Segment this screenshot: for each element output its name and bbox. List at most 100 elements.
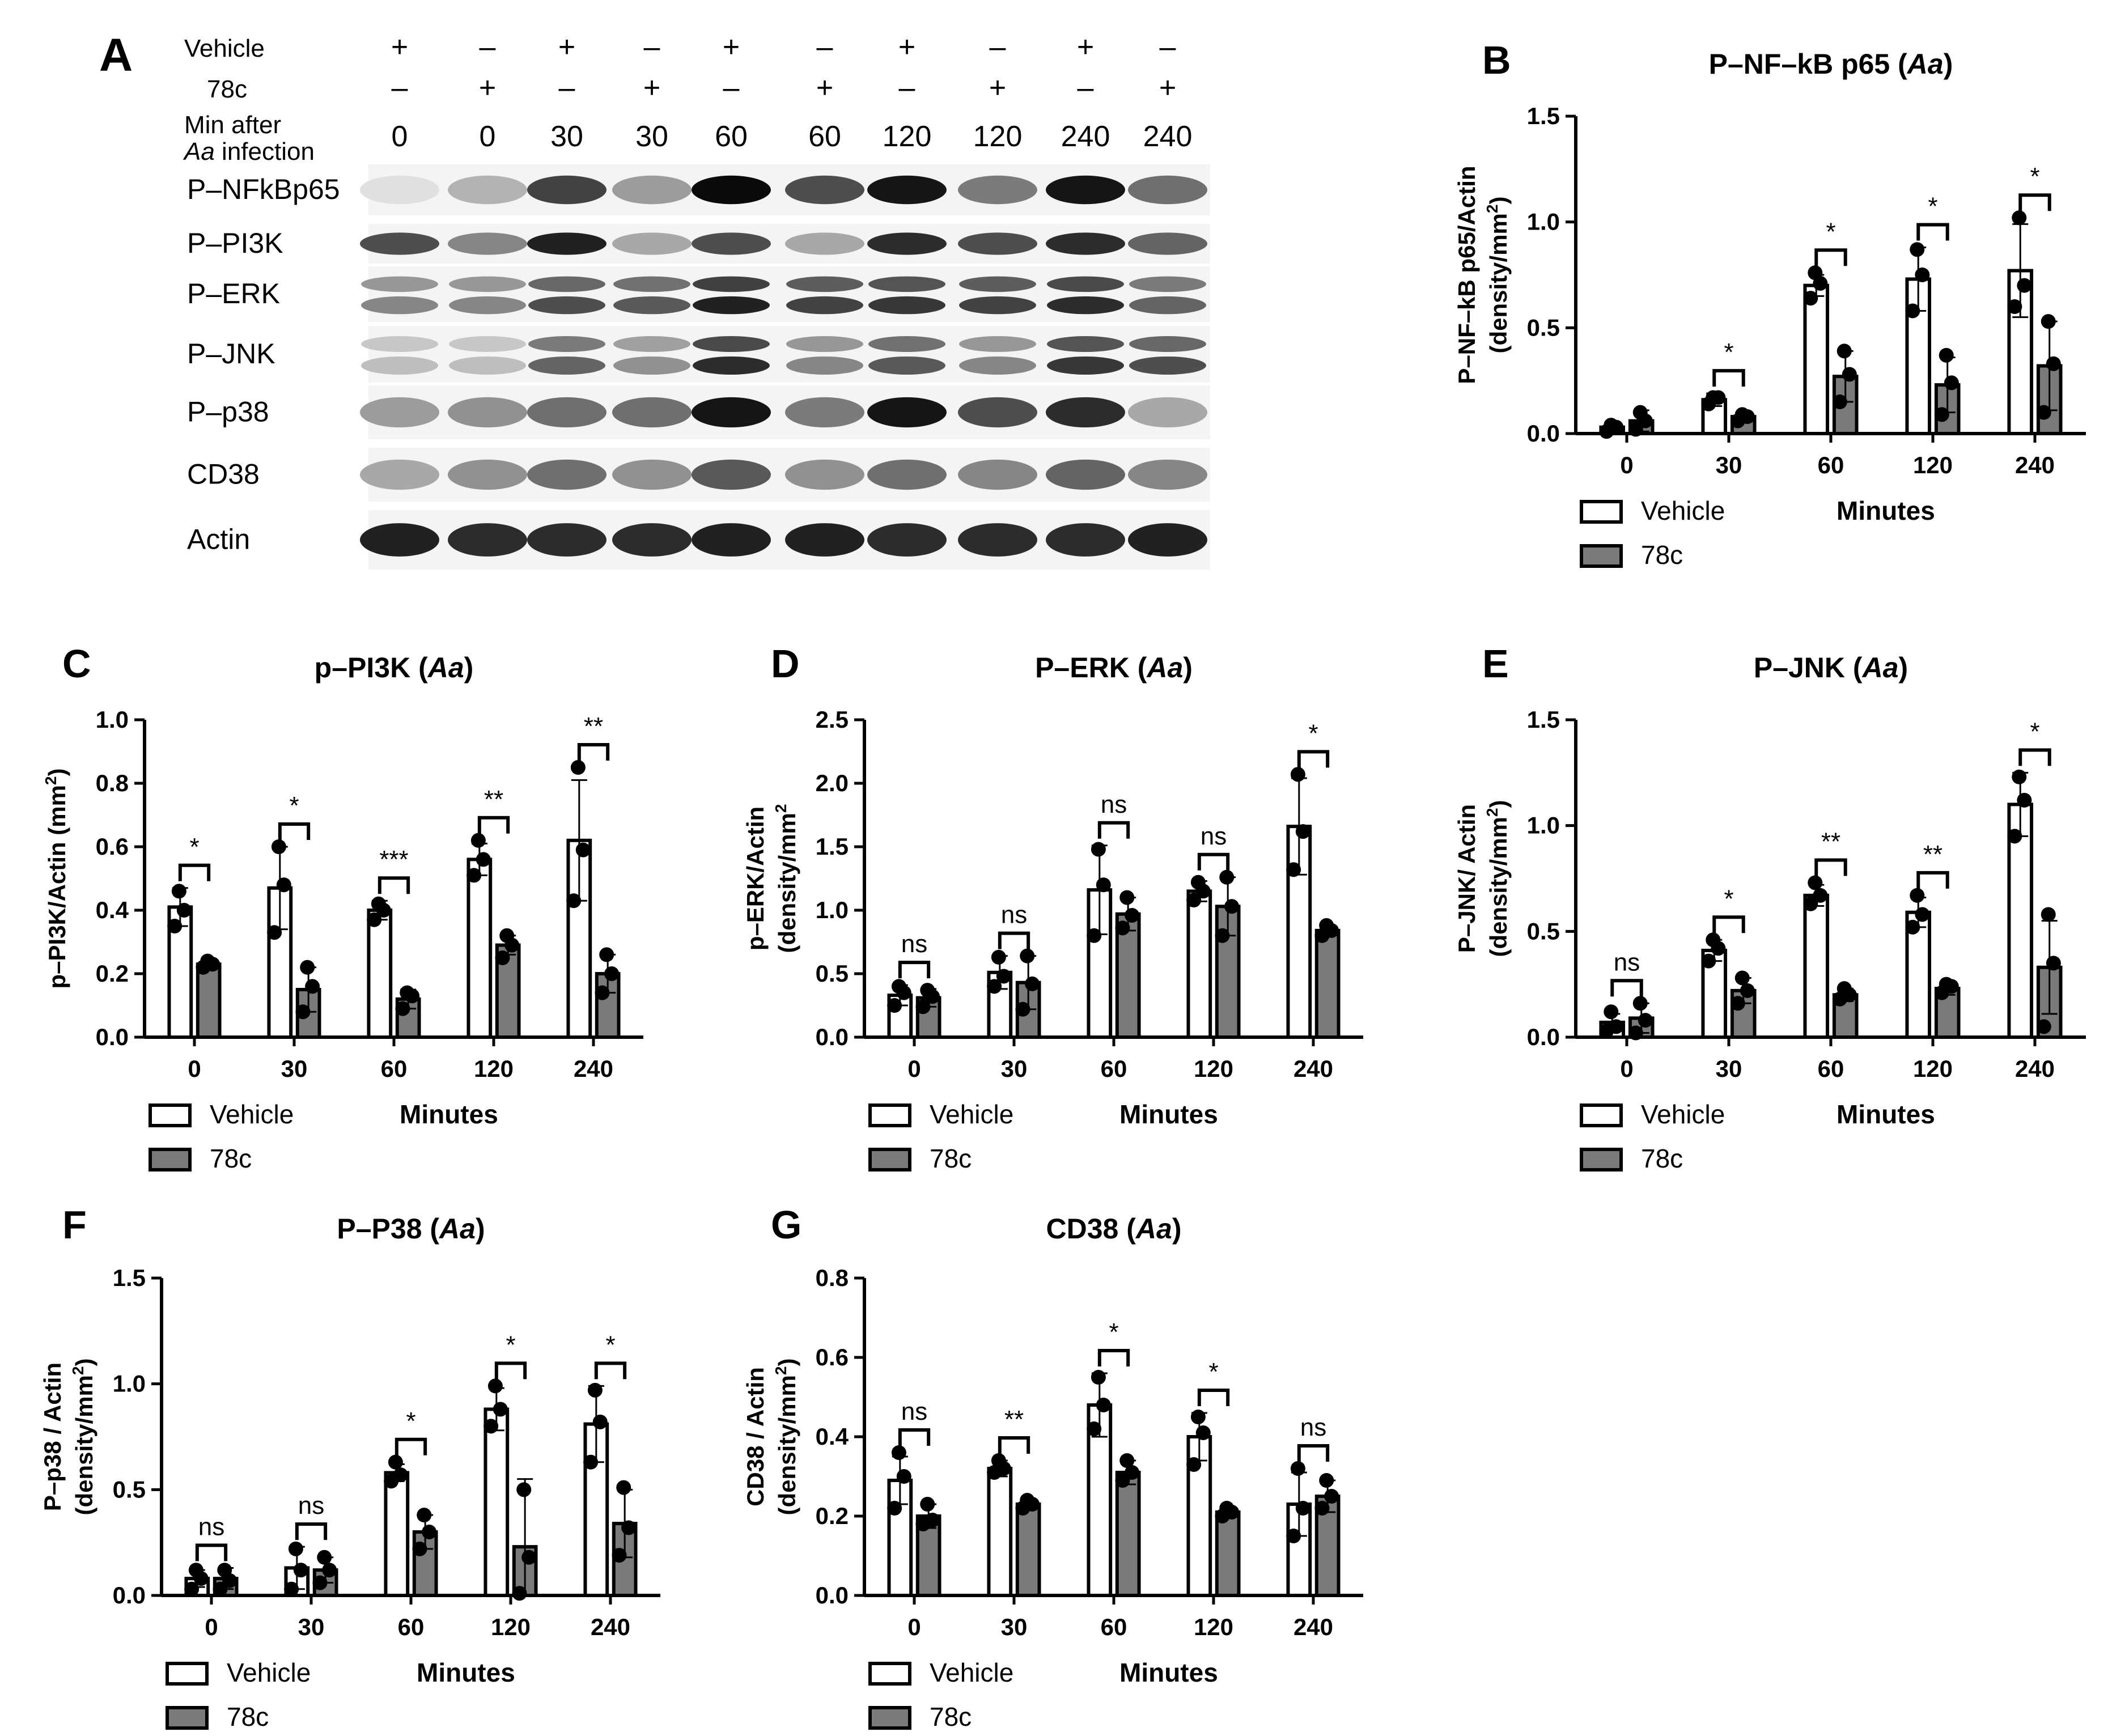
chart-title: P–P38 (Aa) [337,1213,485,1245]
legend-label-vehicle: Vehicle [210,1100,294,1129]
data-point [1813,888,1828,903]
band-mark [868,276,945,292]
data-point [896,1469,911,1484]
band-mark [868,356,945,375]
band-mark [527,523,606,557]
chart-title-main: CD38 ( [1046,1213,1136,1245]
data-point [1730,996,1745,1011]
data-point [2041,314,2056,329]
legend-swatch-vehicle [166,1662,209,1686]
chart-title-end: ) [1172,1213,1182,1245]
band-label: Actin [187,524,250,555]
y-label-close: ) [1485,197,1512,205]
data-point [184,1581,200,1597]
band-mark [1128,232,1207,255]
legend-label-vehicle: Vehicle [930,1100,1013,1129]
band-mark [1129,336,1206,352]
bar-vehicle [1186,889,1212,1039]
data-point [476,852,491,867]
legend-swatch-78c [868,1148,911,1172]
y-tick-label: 0.0 [1527,420,1560,447]
y-axis-label: P–JNK/ Actin (density/mm2) [1453,800,1512,957]
chart-title-main: P–JNK ( [1754,652,1863,684]
significance-label: ns [1101,791,1127,818]
data-point [388,1454,403,1470]
78c-sign: + [1159,71,1176,104]
data-point [1905,919,1920,935]
band-label: CD38 [187,459,260,490]
significance-bracket [1916,223,1949,241]
lane-minutes: 240 [1143,120,1193,153]
x-tick-label: 240 [574,1055,613,1082]
x-tick-label: 60 [398,1614,425,1640]
significance-label: ns [298,1492,324,1519]
band-mark [785,523,864,557]
significance-bracket [278,822,311,840]
data-point [1224,899,1240,914]
x-tick-label: 60 [1818,452,1844,478]
significance-label: ns [1001,901,1027,929]
data-point [395,1001,410,1016]
legend-swatch-78c [149,1148,192,1172]
x-tick-label: 0 [1620,452,1633,478]
band-mark [1046,397,1125,428]
bar-vehicle [483,1407,510,1597]
band-mark [693,296,770,315]
significance-label: *** [379,846,408,873]
y-label-close: ) [1485,800,1512,808]
chart-title-italic: Aa [1135,1213,1172,1245]
data-point [1119,1453,1135,1468]
data-point [2012,769,2027,784]
y-tick-label: 0.5 [816,960,849,987]
band-mark [867,175,947,205]
data-point [371,896,386,911]
panel-label-C: C [62,642,91,686]
band-mark [867,523,947,557]
data-point [2041,907,2056,922]
data-point [1808,875,1823,890]
y-label-sup: 2 [69,1366,87,1376]
lane-minutes: 60 [808,120,841,153]
data-point [1295,824,1310,839]
data-point [412,1541,427,1556]
y-label-close: ) [774,1359,800,1366]
band-label: P–PI3K [187,227,283,259]
band-mark [360,523,439,557]
legend-label-vehicle: Vehicle [227,1658,311,1687]
y-label-line2: (density/mm2) [1483,800,1512,957]
78c-sign: – [559,71,575,104]
data-point [1125,907,1140,923]
significance-label: * [2030,163,2039,190]
legend: Vehicle 78c [1580,496,1725,570]
band-mark [613,276,690,292]
band-mark [958,175,1037,205]
y-tick-label: 2.5 [816,706,849,733]
y-label-sup: 2 [1483,205,1501,214]
y-label-line1: p–PI3K/Actin (mm2) [42,769,70,989]
significance-label: ** [1923,841,1942,868]
x-axis-label: Minutes [400,1100,498,1129]
significance-bracket [178,863,211,881]
data-point [592,1414,608,1429]
chart-title-main: P–NF–kB p65 ( [1709,48,1907,80]
vehicle-sign: + [898,31,915,63]
significance-label: ** [484,786,503,813]
y-tick-label: 0.0 [816,1582,849,1608]
data-point [891,1445,906,1460]
chart-title-end: ) [1944,48,1953,80]
data-point [1915,268,1930,282]
panel-label-E: E [1482,642,1509,686]
y-tick-label: 0.0 [113,1582,146,1608]
78c-sign: – [1078,71,1094,104]
data-point [1604,1004,1619,1020]
x-tick-label: 30 [1001,1614,1028,1640]
vehicle-sign: + [1077,31,1094,63]
x-tick-label: 0 [907,1055,921,1082]
band-mark [786,296,863,315]
y-tick-label: 2.0 [816,770,849,796]
band-mark [959,336,1036,352]
band-mark [613,336,690,352]
significance-bracket [998,931,1030,949]
data-point [2046,356,2061,371]
